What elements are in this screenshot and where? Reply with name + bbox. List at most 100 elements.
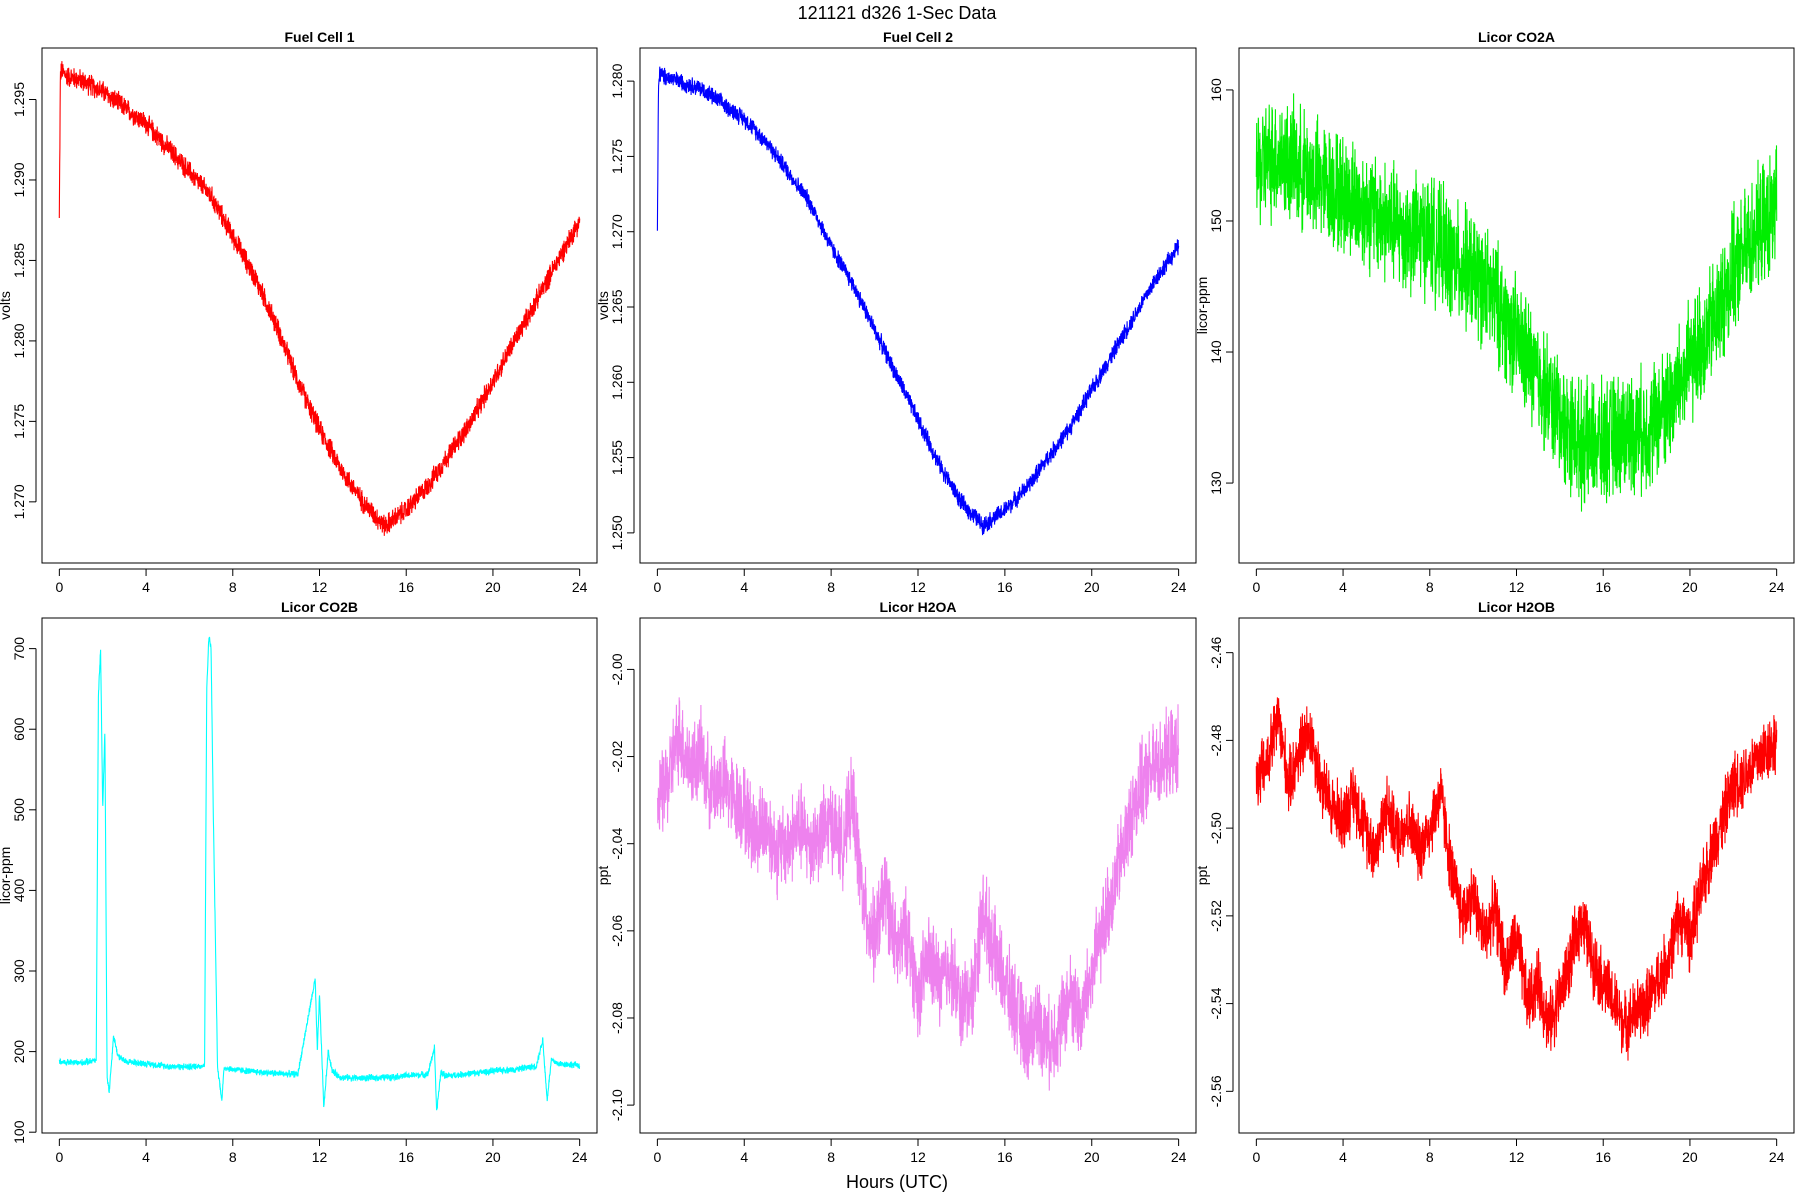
y-tick-label: -2.08 <box>609 1002 625 1034</box>
x-tick-label: 16 <box>997 579 1013 595</box>
y-tick-label: -2.00 <box>609 653 625 685</box>
y-tick-label: 150 <box>1208 209 1224 233</box>
chart-panel-4: Licor CO2B licor-ppm 0 4 8 12 16 20 24 100 200 300 4… <box>0 599 598 1165</box>
y-tick-label: 130 <box>1208 471 1224 495</box>
y-axis-label: licor-ppm <box>0 847 13 905</box>
x-tick-label: 20 <box>485 1149 501 1165</box>
chart-panel-3: Licor CO2A licor-ppm 0 4 8 12 16 20 24 130 140 150 1… <box>1194 29 1795 595</box>
x-tick-label: 4 <box>1339 579 1347 595</box>
y-tick-label: -2.04 <box>609 828 625 860</box>
x-tick-label: 16 <box>1595 579 1611 595</box>
y-tick-label: 1.270 <box>11 484 27 519</box>
panel-title: Fuel Cell 1 <box>284 29 354 45</box>
y-tick-label: 160 <box>1208 78 1224 102</box>
x-tick-label: 4 <box>740 1149 748 1165</box>
x-tick-label: 4 <box>142 1149 150 1165</box>
x-tick-label: 4 <box>740 579 748 595</box>
plot-frame <box>1238 617 1795 1134</box>
x-tick-label: 20 <box>1084 579 1100 595</box>
y-tick-label: 1.280 <box>11 323 27 358</box>
y-tick-label: 400 <box>11 879 27 903</box>
y-tick-label: 300 <box>11 959 27 983</box>
y-tick-label: 1.285 <box>11 243 27 278</box>
y-axis-label: ppt <box>595 866 611 886</box>
x-tick-label: 8 <box>229 1149 237 1165</box>
y-tick-label: 500 <box>11 798 27 822</box>
x-tick-label: 0 <box>653 579 661 595</box>
x-tick-label: 24 <box>1171 1149 1187 1165</box>
y-tick-label: 1.275 <box>609 139 625 174</box>
y-tick-label: -2.10 <box>609 1089 625 1121</box>
y-tick-label: -2.54 <box>1208 987 1224 1019</box>
x-tick-label: 12 <box>1509 579 1525 595</box>
x-tick-label: 16 <box>398 1149 414 1165</box>
x-tick-label: 20 <box>1682 1149 1698 1165</box>
panel-title: Fuel Cell 2 <box>883 29 953 45</box>
y-axis-label: ppt <box>1194 866 1210 886</box>
y-tick-label: 1.290 <box>11 162 27 197</box>
x-tick-label: 12 <box>312 579 328 595</box>
shared-x-axis-label: Hours (UTC) <box>846 1172 948 1192</box>
y-tick-label: 1.255 <box>609 440 625 475</box>
x-tick-label: 16 <box>1595 1149 1611 1165</box>
plot-frame <box>41 47 598 564</box>
x-tick-label: 0 <box>55 1149 63 1165</box>
x-tick-label: 4 <box>142 579 150 595</box>
x-tick-label: 8 <box>827 1149 835 1165</box>
y-tick-label: -2.48 <box>1208 724 1224 756</box>
data-series-line <box>58 61 581 536</box>
x-tick-label: 20 <box>1682 579 1698 595</box>
y-tick-label: 1.280 <box>609 63 625 98</box>
x-tick-label: 8 <box>229 579 237 595</box>
chart-panels: Fuel Cell 1 volts 0 4 8 12 16 20 24 1.270 1.275 1.2… <box>0 29 1795 1165</box>
y-tick-label: -2.52 <box>1208 900 1224 932</box>
data-series-line <box>656 66 1180 536</box>
y-tick-label: -2.02 <box>609 740 625 772</box>
y-tick-label: -2.06 <box>609 915 625 947</box>
x-tick-label: 24 <box>1769 1149 1785 1165</box>
chart-panel-6: Licor H2OB ppt 0 4 8 12 16 20 24 -2.56 -2.54 -2.52 -… <box>1194 599 1795 1165</box>
y-tick-label: 1.270 <box>609 214 625 249</box>
x-tick-label: 8 <box>1426 1149 1434 1165</box>
data-series-line <box>1255 697 1778 1061</box>
plot-frame <box>639 617 1197 1134</box>
y-tick-label: 1.265 <box>609 289 625 324</box>
y-tick-label: 1.250 <box>609 515 625 550</box>
x-tick-label: 4 <box>1339 1149 1347 1165</box>
x-tick-label: 16 <box>398 579 414 595</box>
data-series-line <box>656 697 1180 1091</box>
panel-title: Licor H2OB <box>1478 599 1555 615</box>
x-tick-label: 12 <box>312 1149 328 1165</box>
x-tick-label: 24 <box>572 579 588 595</box>
y-tick-label: 1.295 <box>11 82 27 117</box>
chart-panel-1: Fuel Cell 1 volts 0 4 8 12 16 20 24 1.270 1.275 1.2… <box>0 29 598 595</box>
x-tick-label: 0 <box>653 1149 661 1165</box>
x-tick-label: 8 <box>827 579 835 595</box>
y-tick-label: 600 <box>11 717 27 741</box>
y-tick-label: -2.50 <box>1208 812 1224 844</box>
plot-frame <box>1238 47 1795 564</box>
panel-title: Licor H2OA <box>879 599 956 615</box>
x-tick-label: 0 <box>1252 1149 1260 1165</box>
y-axis-label: licor-ppm <box>1194 277 1210 335</box>
y-tick-label: 100 <box>11 1120 27 1144</box>
x-tick-label: 12 <box>910 579 926 595</box>
x-tick-label: 8 <box>1426 579 1434 595</box>
chart-panel-5: Licor H2OA ppt 0 4 8 12 16 20 24 -2.10 -2.08 -2.06 -… <box>595 599 1197 1165</box>
y-tick-label: 140 <box>1208 340 1224 364</box>
y-axis-label: volts <box>595 291 611 320</box>
x-tick-label: 20 <box>485 579 501 595</box>
y-axis-label: volts <box>0 291 13 320</box>
x-tick-label: 24 <box>572 1149 588 1165</box>
panel-title: Licor CO2B <box>281 599 358 615</box>
x-tick-label: 0 <box>55 579 63 595</box>
chart-panel-2: Fuel Cell 2 volts 0 4 8 12 16 20 24 1.250 1.255 1.2… <box>595 29 1197 595</box>
data-series-line <box>1255 93 1778 512</box>
x-tick-label: 24 <box>1769 579 1785 595</box>
panel-title: Licor CO2A <box>1478 29 1555 45</box>
y-tick-label: -2.56 <box>1208 1075 1224 1107</box>
y-tick-label: 200 <box>11 1040 27 1064</box>
y-tick-label: -2.46 <box>1208 636 1224 668</box>
